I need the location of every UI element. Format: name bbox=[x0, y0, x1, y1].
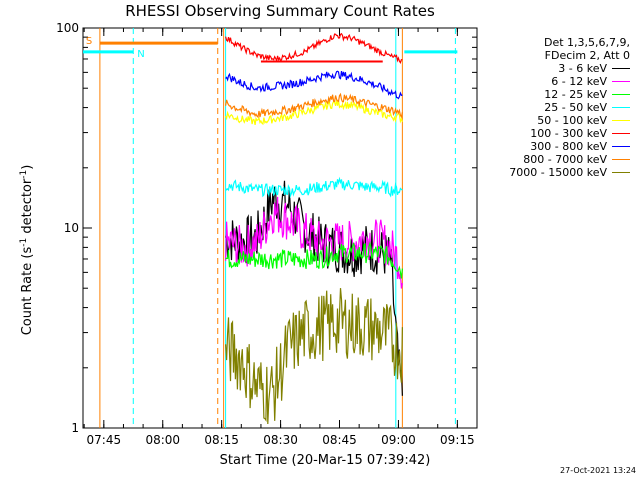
legend-swatch bbox=[612, 133, 630, 134]
series-line bbox=[225, 240, 403, 279]
series-line bbox=[225, 70, 403, 100]
legend-entry: 3 - 6 keV bbox=[488, 62, 630, 75]
saa-flag-label: S bbox=[86, 36, 92, 47]
legend-swatch bbox=[612, 120, 630, 121]
legend-swatch bbox=[612, 94, 630, 95]
x-tick-label: 08:45 bbox=[322, 433, 357, 447]
generation-timestamp: 27-Oct-2021 13:24 bbox=[560, 466, 636, 475]
legend-entry: 12 - 25 keV bbox=[488, 88, 630, 101]
legend-label: 25 - 50 keV bbox=[544, 101, 607, 114]
legend-label: 800 - 7000 keV bbox=[523, 153, 607, 166]
y-tick-label: 1 bbox=[71, 421, 79, 435]
legend-swatch bbox=[612, 146, 630, 147]
x-tick-label: 09:15 bbox=[440, 433, 475, 447]
chart-legend: Det 1,3,5,6,7,9, FDecim 2, Att 0 3 - 6 k… bbox=[488, 36, 630, 179]
y-axis-label: Count Rate (s-1 detector-1) bbox=[19, 165, 35, 336]
legend-entry: 7000 - 15000 keV bbox=[488, 166, 630, 179]
legend-entry: 6 - 12 keV bbox=[488, 75, 630, 88]
x-tick-label: 08:15 bbox=[204, 433, 239, 447]
y-axis-label-end: ) bbox=[20, 164, 36, 170]
legend-label: 12 - 25 keV bbox=[544, 88, 607, 101]
x-tick-label: 08:30 bbox=[263, 433, 298, 447]
legend-header-line-1: Det 1,3,5,6,7,9, bbox=[543, 36, 630, 49]
legend-swatch bbox=[612, 68, 630, 69]
legend-label: 50 - 100 keV bbox=[537, 114, 607, 127]
night-flag-label: N bbox=[137, 49, 144, 60]
legend-swatch bbox=[612, 172, 630, 173]
x-axis-label: Start Time (20-Mar-15 07:39:42) bbox=[219, 453, 431, 468]
legend-label: 300 - 800 keV bbox=[530, 140, 607, 153]
legend-entry: 25 - 50 keV bbox=[488, 101, 630, 114]
series-line bbox=[225, 92, 403, 119]
chart-title: RHESSI Observing Summary Count Rates bbox=[125, 2, 435, 20]
y-axis-label-sup-2: -1 bbox=[18, 169, 29, 179]
x-tick-label: 07:45 bbox=[87, 433, 122, 447]
legend-label: 7000 - 15000 keV bbox=[509, 166, 607, 179]
legend-header-line-2: FDecim 2, Att 0 bbox=[544, 49, 630, 62]
legend-entry: 50 - 100 keV bbox=[488, 114, 630, 127]
legend-label: 3 - 6 keV bbox=[558, 62, 607, 75]
y-tick-label: 100 bbox=[56, 21, 79, 35]
y-axis-label-tail: detector bbox=[20, 178, 36, 238]
legend-label: 6 - 12 keV bbox=[551, 75, 607, 88]
series-line bbox=[225, 196, 403, 289]
legend-entry: 800 - 7000 keV bbox=[488, 153, 630, 166]
legend-swatch bbox=[612, 107, 630, 108]
y-tick-label: 10 bbox=[64, 221, 79, 235]
legend-swatch bbox=[612, 81, 630, 82]
series-line bbox=[225, 32, 403, 64]
y-axis-label-main: Count Rate (s bbox=[20, 246, 36, 336]
x-tick-label: 08:00 bbox=[145, 433, 180, 447]
legend-entry: 100 - 300 keV bbox=[488, 127, 630, 140]
series-line bbox=[225, 176, 403, 199]
y-axis-label-sup-1: -1 bbox=[18, 237, 29, 247]
legend-label: 100 - 300 keV bbox=[530, 127, 607, 140]
legend-entry: 300 - 800 keV bbox=[488, 140, 630, 153]
series-line bbox=[225, 288, 403, 425]
series-line bbox=[225, 180, 403, 396]
x-tick-label: 09:00 bbox=[381, 433, 416, 447]
legend-swatch bbox=[612, 159, 630, 160]
series-line bbox=[225, 99, 403, 126]
